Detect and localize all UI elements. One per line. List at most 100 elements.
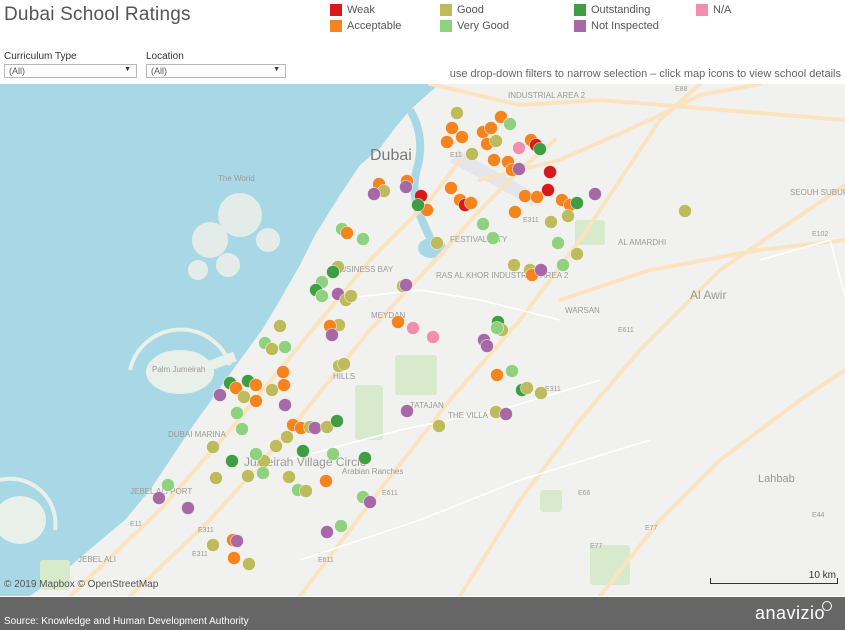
school-marker[interactable] [444,181,458,195]
school-marker[interactable] [278,340,292,354]
legend-item-very-good[interactable]: Very Good [440,20,509,32]
school-marker[interactable] [320,420,334,434]
legend-item-weak[interactable]: Weak [330,4,375,16]
school-marker[interactable] [278,398,292,412]
school-marker[interactable] [489,134,503,148]
school-marker[interactable] [512,162,526,176]
school-marker[interactable] [520,381,534,395]
school-marker[interactable] [399,180,413,194]
school-marker[interactable] [464,196,478,210]
location-select[interactable]: (All) ▼ [146,64,286,78]
school-marker[interactable] [490,368,504,382]
school-marker[interactable] [588,187,602,201]
school-marker[interactable] [455,130,469,144]
school-marker[interactable] [476,217,490,231]
school-marker[interactable] [206,440,220,454]
school-marker[interactable] [241,469,255,483]
school-marker[interactable] [534,386,548,400]
school-marker[interactable] [367,187,381,201]
school-marker[interactable] [344,289,358,303]
school-marker[interactable] [152,491,166,505]
school-marker[interactable] [181,501,195,515]
school-marker[interactable] [265,383,279,397]
school-marker[interactable] [326,265,340,279]
school-markers[interactable] [152,106,692,571]
school-marker[interactable] [541,183,555,197]
map[interactable]: Dubai INDUSTRIAL AREA 2 SEOUH SUBURB AL … [0,84,845,596]
school-marker[interactable] [570,196,584,210]
school-marker[interactable] [505,364,519,378]
school-marker[interactable] [518,189,532,203]
school-marker[interactable] [445,121,459,135]
school-marker[interactable] [273,319,287,333]
school-marker[interactable] [237,390,251,404]
school-marker[interactable] [499,407,513,421]
school-marker[interactable] [326,447,340,461]
school-marker[interactable] [399,278,413,292]
school-marker[interactable] [551,236,565,250]
school-marker[interactable] [213,388,227,402]
school-marker[interactable] [534,263,548,277]
school-marker[interactable] [230,406,244,420]
school-marker[interactable] [299,484,313,498]
school-marker[interactable] [161,478,175,492]
school-marker[interactable] [450,106,464,120]
school-marker[interactable] [440,135,454,149]
school-marker[interactable] [320,525,334,539]
school-marker[interactable] [296,444,310,458]
legend-item-good[interactable]: Good [440,4,484,16]
school-marker[interactable] [508,205,522,219]
map-attribution[interactable]: © 2019 Mapbox © OpenStreetMap [4,579,159,590]
school-marker[interactable] [543,165,557,179]
school-marker[interactable] [544,215,558,229]
school-marker[interactable] [400,404,414,418]
school-marker[interactable] [406,321,420,335]
school-marker[interactable] [319,474,333,488]
school-marker[interactable] [229,381,243,395]
school-marker[interactable] [276,365,290,379]
legend-item-na[interactable]: N/A [696,4,731,16]
school-marker[interactable] [507,258,521,272]
school-marker[interactable] [503,117,517,131]
school-marker[interactable] [363,495,377,509]
legend-item-not-inspected[interactable]: Not Inspected [574,20,659,32]
school-marker[interactable] [206,538,220,552]
school-marker[interactable] [308,421,322,435]
school-marker[interactable] [249,378,263,392]
school-marker[interactable] [315,289,329,303]
school-marker[interactable] [242,557,256,571]
school-marker[interactable] [430,236,444,250]
school-marker[interactable] [235,422,249,436]
school-marker[interactable] [325,328,339,342]
school-marker[interactable] [490,321,504,335]
school-marker[interactable] [265,342,279,356]
school-marker[interactable] [391,315,405,329]
school-marker[interactable] [533,142,547,156]
curriculum-type-select[interactable]: (All) ▼ [4,64,137,78]
school-marker[interactable] [561,209,575,223]
school-marker[interactable] [356,232,370,246]
school-marker[interactable] [227,551,241,565]
school-marker[interactable] [465,147,479,161]
school-marker[interactable] [512,141,526,155]
school-marker[interactable] [678,204,692,218]
school-marker[interactable] [484,121,498,135]
school-marker[interactable] [230,534,244,548]
school-marker[interactable] [277,378,291,392]
school-marker[interactable] [570,247,584,261]
school-marker[interactable] [358,451,372,465]
school-marker[interactable] [249,447,263,461]
school-marker[interactable] [337,357,351,371]
school-marker[interactable] [487,153,501,167]
school-marker[interactable] [486,231,500,245]
school-marker[interactable] [249,394,263,408]
school-marker[interactable] [411,198,425,212]
school-marker[interactable] [426,330,440,344]
school-marker[interactable] [330,414,344,428]
school-marker[interactable] [340,226,354,240]
legend-item-acceptable[interactable]: Acceptable [330,20,401,32]
school-marker[interactable] [334,519,348,533]
school-marker[interactable] [256,466,270,480]
school-marker[interactable] [556,258,570,272]
legend-item-outstanding[interactable]: Outstanding [574,4,650,16]
